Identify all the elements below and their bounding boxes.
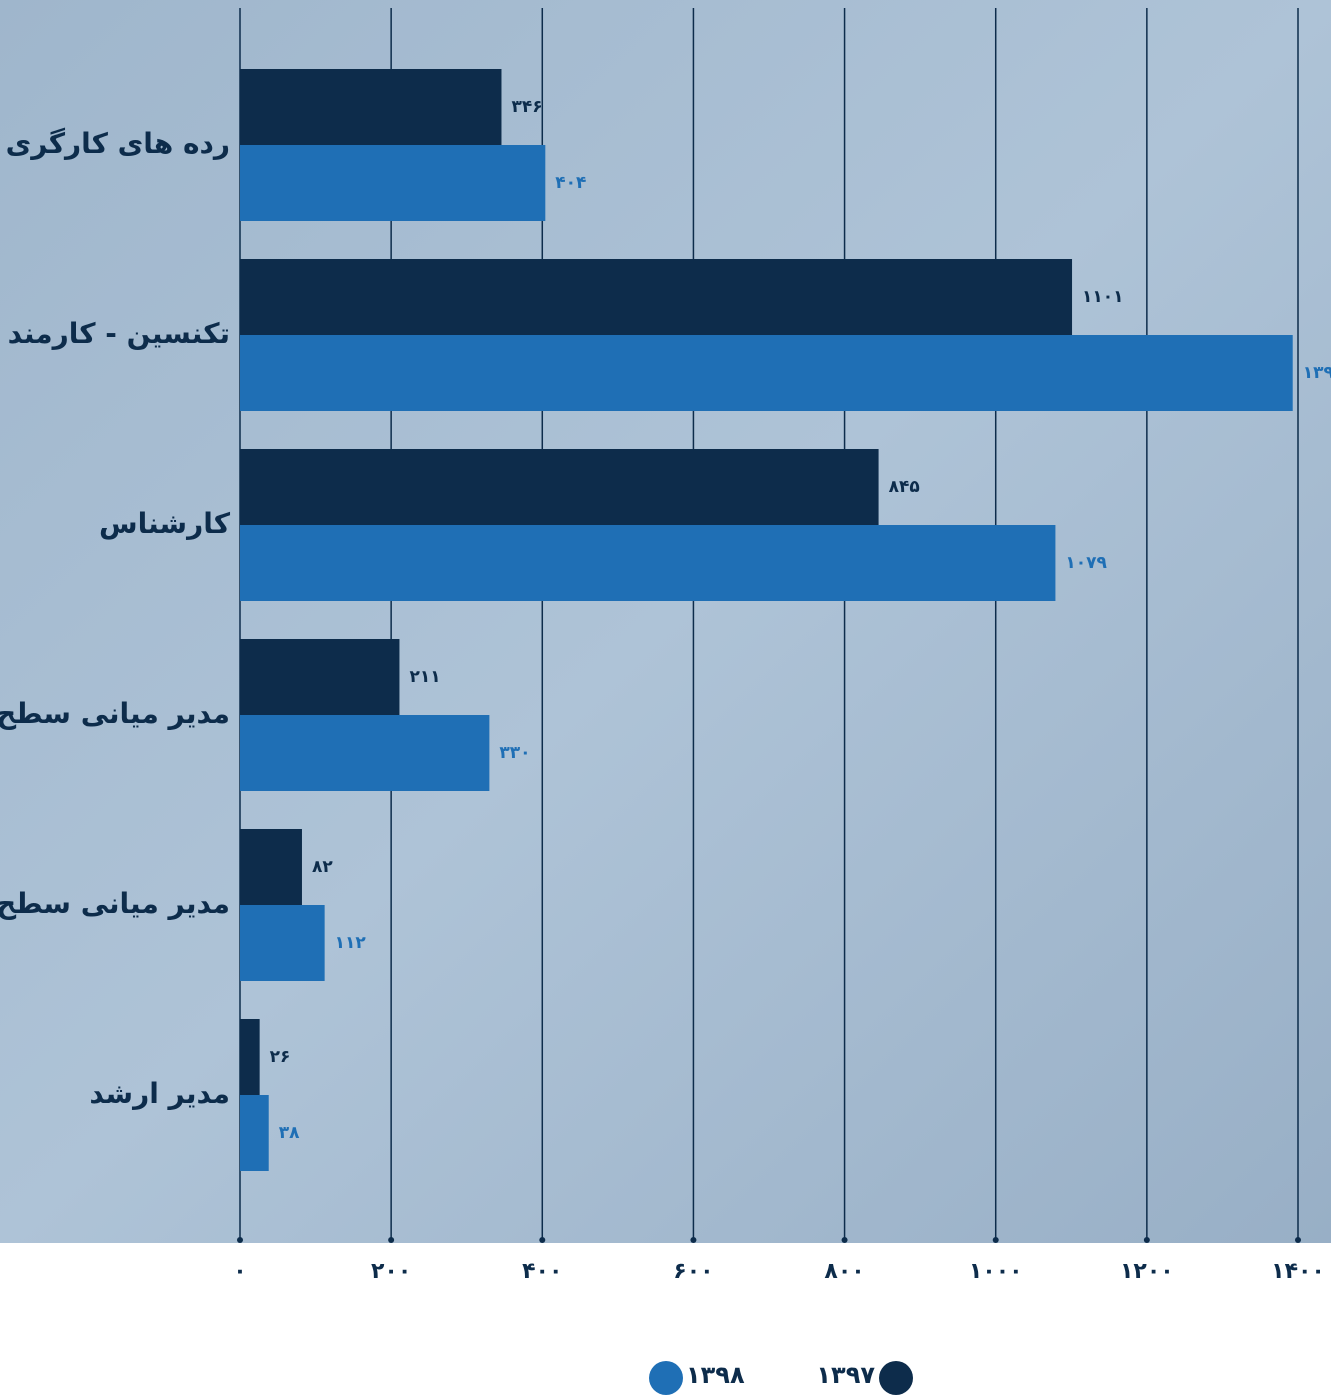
value-label: ۱۱۰۱ [1082,287,1124,307]
x-tick-label: ۱۴۰۰ [1271,1259,1325,1284]
tick-mark [841,1237,848,1243]
x-tick-label: ۲۰۰ [371,1259,411,1284]
value-label: ۳۴۶ [511,97,542,117]
plot-background [0,0,1331,1243]
x-tick-label: ۸۰۰ [824,1259,864,1284]
tick-mark [388,1237,395,1243]
bar [240,905,325,981]
legend-label: ۱۳۹۷ [816,1361,875,1389]
value-label: ۴۰۴ [555,173,586,193]
value-label: ۱۳۹۳ [1303,363,1331,383]
tick-mark [1143,1237,1150,1243]
legend-label: ۱۳۹۸ [686,1361,745,1389]
x-tick-label: ۰ [233,1259,246,1284]
value-label: ۳۳۰ [499,743,530,763]
bar [240,335,1293,411]
tick-mark [992,1237,999,1243]
bar [240,525,1056,601]
bar [240,1095,269,1171]
category-label: تکنسین - کارمند [8,317,230,350]
legend-marker [649,1361,683,1395]
x-tick-label: ۱۰۰۰ [969,1259,1023,1284]
value-label: ۳۸ [279,1123,300,1143]
value-label: ۱۱۲ [335,933,367,953]
legend-marker [879,1361,913,1395]
category-label: مدیر ارشد [89,1077,230,1110]
bar [240,449,879,525]
bar [240,639,400,715]
bar [240,145,546,221]
bar [240,259,1073,335]
tick-mark [690,1237,697,1243]
tick-mark [237,1237,243,1243]
x-tick-label: ۶۰۰ [673,1259,713,1284]
category-label: کارشناس [99,507,231,540]
bar [240,715,490,791]
category-label: مدیر میانی سطح ۲ [0,697,230,730]
value-label: ۸۲ [312,857,333,877]
bar [240,829,302,905]
x-tick-label: ۴۰۰ [522,1259,562,1284]
bar [240,69,502,145]
tick-mark [1295,1237,1301,1243]
value-label: ۱۰۷۹ [1065,553,1107,573]
category-label: مدیر میانی سطح ۱ [0,887,230,920]
value-label: ۲۱۱ [409,667,440,687]
tick-mark [539,1237,546,1243]
value-label: ۸۴۵ [889,477,920,497]
x-tick-label: ۱۲۰۰ [1120,1259,1174,1284]
bar [240,1019,260,1095]
category-label: رده های کارگری [6,127,230,160]
value-label: ۲۶ [270,1047,291,1067]
